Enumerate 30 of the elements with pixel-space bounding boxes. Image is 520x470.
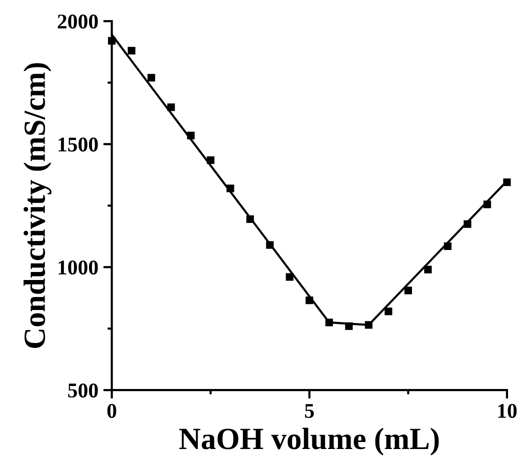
x-tick-label: 5 bbox=[305, 404, 314, 418]
point bbox=[128, 46, 136, 54]
y-tick-label: 500 bbox=[68, 383, 98, 398]
point bbox=[148, 74, 156, 82]
point bbox=[483, 200, 492, 208]
point bbox=[187, 132, 195, 140]
point bbox=[444, 242, 452, 250]
point bbox=[266, 241, 274, 249]
point bbox=[424, 266, 432, 274]
y-tick-label: 2000 bbox=[58, 14, 98, 29]
y-tick-label: 1500 bbox=[58, 138, 98, 152]
y-axis-title: Conductivity (mS/cm) bbox=[24, 63, 52, 348]
point bbox=[206, 156, 214, 164]
point bbox=[108, 37, 116, 45]
point bbox=[246, 215, 254, 223]
point bbox=[345, 322, 353, 330]
point bbox=[286, 273, 294, 281]
point bbox=[364, 321, 372, 329]
point bbox=[464, 220, 472, 228]
x-axis-title: NaOH volume (mL) bbox=[179, 428, 439, 456]
point bbox=[167, 103, 175, 112]
y-tick-label: 1000 bbox=[58, 260, 98, 275]
point bbox=[384, 308, 392, 316]
point bbox=[306, 296, 314, 304]
point bbox=[226, 184, 234, 192]
x-tick-label: 0 bbox=[107, 404, 116, 418]
point bbox=[404, 286, 412, 294]
x-tick-label: 10 bbox=[498, 404, 517, 418]
point bbox=[503, 178, 511, 186]
point bbox=[325, 318, 333, 326]
